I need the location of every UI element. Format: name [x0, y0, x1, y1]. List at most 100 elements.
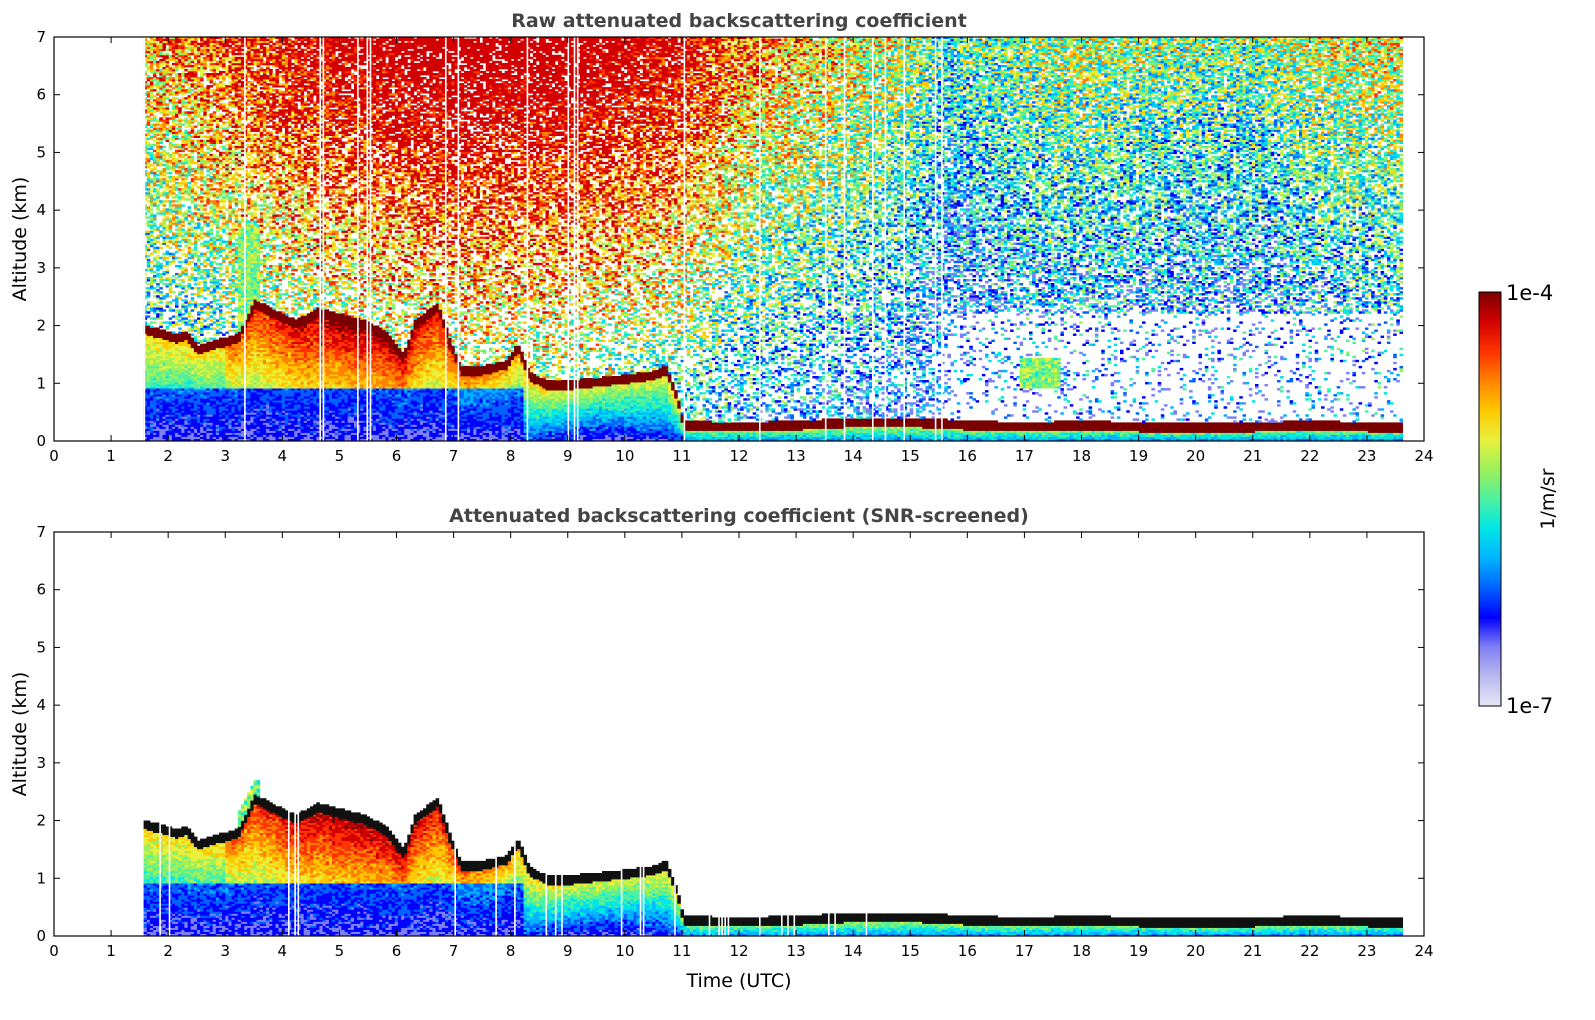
heatmap-cell	[153, 287, 157, 289]
heatmap-cell	[156, 184, 160, 186]
heatmap-cell	[147, 427, 151, 429]
heatmap-cell	[156, 336, 160, 338]
heatmap-cell	[150, 285, 154, 287]
heatmap-cell	[150, 301, 154, 303]
heatmap-cell	[153, 328, 157, 330]
heatmap-cell	[150, 427, 154, 429]
heatmap-cell	[147, 326, 151, 328]
heatmap-cell	[156, 227, 160, 229]
heatmap-cell	[156, 356, 160, 358]
heatmap-cell	[156, 134, 160, 136]
heatmap-cell	[147, 194, 151, 196]
heatmap-cell	[156, 119, 160, 121]
heatmap-cell	[156, 91, 160, 93]
heatmap-cell	[150, 386, 154, 388]
heatmap-cell	[147, 206, 151, 208]
heatmap-cell	[150, 214, 154, 216]
heatmap-cell	[150, 53, 154, 55]
heatmap-cell	[156, 170, 160, 172]
data-gap	[144, 37, 146, 441]
heatmap-cell	[147, 259, 151, 261]
heatmap-cell	[156, 212, 160, 214]
heatmap-cell	[150, 105, 154, 107]
heatmap-cell	[147, 75, 151, 77]
heatmap-cell	[156, 376, 160, 378]
heatmap-cell	[147, 396, 151, 398]
heatmap-cell	[153, 346, 157, 348]
heatmap-cell	[156, 93, 160, 95]
heatmap-cell	[150, 253, 154, 255]
heatmap-cell	[156, 301, 160, 303]
heatmap-cell	[150, 164, 154, 166]
heatmap-cell	[147, 128, 151, 130]
heatmap-cell	[150, 194, 154, 196]
heatmap-cell	[156, 283, 160, 285]
heatmap-cell	[150, 117, 154, 119]
heatmap-cell	[153, 150, 157, 152]
heatmap-cell	[153, 154, 157, 156]
heatmap-cell	[153, 247, 157, 249]
heatmap-cell	[153, 437, 157, 439]
heatmap-cell	[150, 113, 154, 115]
heatmap-cell	[153, 95, 157, 97]
heatmap-cell	[153, 107, 157, 109]
heatmap-cell	[150, 83, 154, 85]
heatmap-cell	[150, 321, 154, 323]
heatmap-cell	[150, 93, 154, 95]
heatmap-cell	[153, 275, 157, 277]
heatmap-cell	[156, 194, 160, 196]
heatmap-cell	[150, 437, 154, 439]
heatmap-cell	[150, 317, 154, 319]
heatmap-cell	[150, 261, 154, 263]
heatmap-cell	[147, 295, 151, 297]
heatmap-cell	[150, 406, 154, 408]
heatmap-cell	[156, 396, 160, 398]
top-panel: Raw attenuated backscattering coefficien…	[9, 10, 1434, 465]
heatmap-cell	[147, 138, 151, 140]
heatmap-cell	[150, 326, 154, 328]
heatmap-cell	[147, 164, 151, 166]
heatmap-cell	[150, 305, 154, 307]
heatmap-cell	[147, 99, 151, 101]
heatmap-cell	[147, 103, 151, 105]
heatmap-cell	[156, 204, 160, 206]
heatmap-cell	[147, 255, 151, 257]
heatmap-cell	[159, 330, 163, 332]
heatmap-cell	[150, 396, 154, 398]
heatmap-cell	[153, 99, 157, 101]
heatmap-cell	[156, 128, 160, 130]
heatmap-cell	[147, 247, 151, 249]
heatmap-cell	[153, 295, 157, 297]
heatmap-cell	[150, 212, 154, 214]
heatmap-cell	[156, 366, 160, 368]
heatmap-cell	[150, 136, 154, 138]
heatmap-cell	[147, 265, 151, 267]
heatmap-cell	[150, 204, 154, 206]
heatmap-cell	[153, 257, 157, 259]
heatmap-cell	[153, 198, 157, 200]
heatmap-cell	[147, 158, 151, 160]
heatmap-cell	[153, 172, 157, 174]
heatmap-cell	[153, 43, 157, 45]
heatmap-cell	[150, 154, 154, 156]
heatmap-cell	[150, 366, 154, 368]
heatmap-cell	[147, 346, 151, 348]
heatmap-cell	[159, 321, 163, 323]
heatmap-cell	[156, 295, 160, 297]
heatmap-cell	[153, 225, 157, 227]
heatmap-cell	[156, 406, 160, 408]
heatmap-cell	[147, 277, 151, 279]
heatmap-cell	[147, 437, 151, 439]
heatmap-cell	[159, 427, 163, 429]
heatmap-cell	[150, 190, 154, 192]
heatmap-cell	[153, 291, 157, 293]
heatmap-cell	[159, 326, 163, 328]
heatmap-cell	[153, 144, 157, 146]
heatmap-cell	[150, 178, 154, 180]
heatmap-cell	[159, 437, 163, 439]
heatmap-cell	[156, 188, 160, 190]
heatmap-cell	[147, 200, 151, 202]
heatmap-cell	[159, 406, 163, 408]
heatmap-cell	[147, 301, 151, 303]
heatmap-cell	[150, 77, 154, 79]
